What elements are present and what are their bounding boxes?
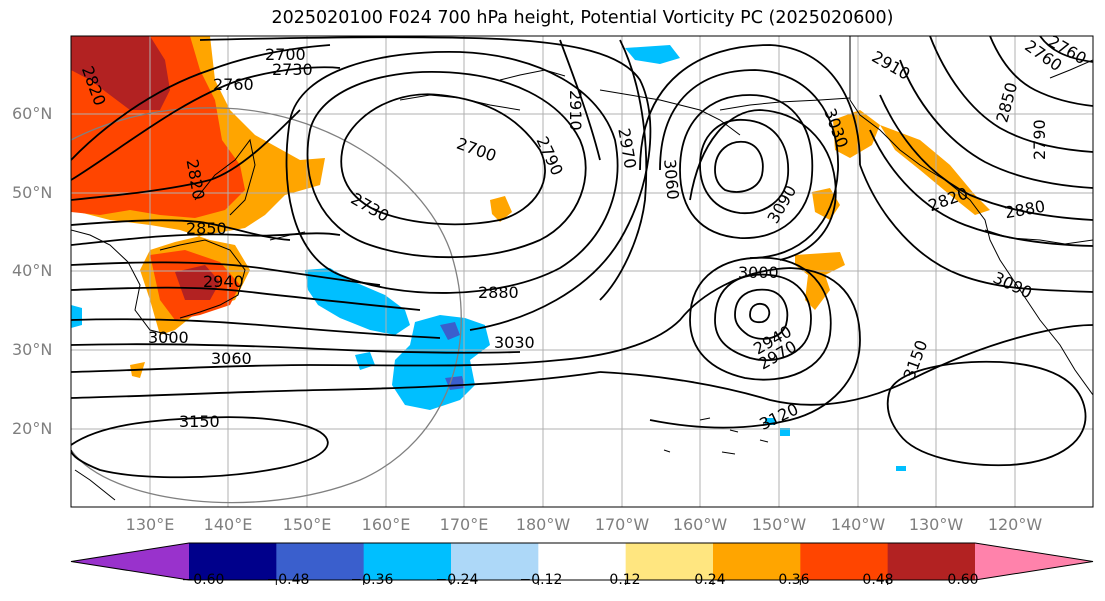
contour-label: 3090 (990, 268, 1035, 302)
contour-label: 3000 (148, 328, 189, 347)
colorbar-segment (189, 543, 277, 580)
colorbar-tick-label: 0.60 (947, 572, 979, 588)
colorbar (70, 542, 1094, 581)
contour-label: 2850 (992, 80, 1021, 124)
height-contours (71, 36, 1093, 479)
colorbar-segment (363, 543, 452, 580)
contour-label: 3030 (494, 333, 535, 352)
colorbar-outline (70, 542, 1094, 581)
contour-label: 3030 (820, 106, 852, 151)
contour-label: 2910 (566, 90, 585, 131)
colorbar-segment (625, 543, 714, 580)
contour-label: 2880 (478, 283, 519, 302)
longitude-label: 180°W (515, 515, 571, 534)
colorbar-segment (713, 543, 801, 580)
contour-label: 2820 (926, 184, 971, 216)
contour-label: 2730 (272, 60, 313, 79)
contour-label: 2880 (1003, 197, 1046, 223)
graticule (71, 36, 1093, 507)
contour-label: 3090 (764, 182, 801, 227)
colorbar-tick-label: −0.12 (519, 572, 563, 588)
pv-positive-region (71, 36, 170, 110)
colorbar-extension-high (975, 543, 1093, 580)
latitude-label: 40°N (12, 261, 53, 280)
longitude-label: 140°E (203, 515, 253, 534)
colorbar-tick-label: 0.24 (694, 572, 726, 588)
latitude-label: 20°N (12, 419, 53, 438)
map-title: 2025020100 F024 700 hPa height, Potentia… (271, 8, 894, 28)
colorbar-segment (887, 543, 976, 580)
colorbar-segment (276, 543, 365, 580)
colorbar-tick-label: −0.48 (266, 572, 310, 588)
contour-label: 2760 (213, 75, 254, 94)
longitude-label: 130°W (908, 515, 964, 534)
colorbar-segment (451, 543, 539, 580)
longitude-label: 170°E (439, 515, 489, 534)
pv-negative-region (355, 352, 375, 370)
range-ring (71, 107, 462, 504)
pv-negative-region (780, 428, 790, 436)
latitude-label: 50°N (12, 183, 53, 202)
pv-negative-region (896, 466, 906, 471)
contour-label: 3000 (738, 263, 779, 282)
pv-negative-region (440, 322, 460, 340)
longitude-label: 130°E (125, 515, 175, 534)
pv-negative-region (305, 268, 410, 335)
contour-label: 3060 (211, 349, 252, 368)
contour-label: 2790 (532, 133, 566, 178)
contour-label: 2790 (1030, 119, 1049, 160)
colorbar-segment (800, 543, 889, 580)
longitude-label: 140°W (830, 515, 886, 534)
longitude-label: 170°W (594, 515, 650, 534)
colorbar-tick-label: −0.36 (350, 572, 394, 588)
colorbar-tick-label: 0.48 (862, 572, 894, 588)
colorbar-tick-label: 0.36 (778, 572, 810, 588)
pv-negative-region (445, 376, 465, 390)
pv-positive-region (175, 265, 220, 300)
contour-label: 3150 (900, 338, 932, 383)
contour-label: 3060 (660, 158, 682, 200)
pv-positive-region (490, 196, 512, 222)
colorbar-tick-label: −0.24 (435, 572, 479, 588)
longitude-label: 150°W (751, 515, 807, 534)
longitude-label: 120°W (987, 515, 1043, 534)
contour-label: 2700 (454, 134, 499, 166)
colorbar-tick-label: 0.12 (609, 572, 641, 588)
pv-negative-region (71, 305, 82, 328)
pv-positive-region (833, 110, 880, 158)
latitude-label: 60°N (12, 104, 53, 123)
pv-shading (71, 36, 990, 471)
pv-negative-region (625, 45, 680, 64)
coastlines (71, 36, 1093, 501)
longitude-label: 150°E (282, 515, 332, 534)
contour-label: 2910 (869, 47, 914, 84)
pv-positive-region (795, 252, 845, 310)
contour-label: 2700 (265, 45, 306, 64)
contour-label: 2850 (186, 219, 227, 238)
longitude-label: 160°W (672, 515, 728, 534)
contour-label: 3150 (179, 412, 220, 431)
colorbar-tick-label: −0.60 (181, 572, 225, 588)
colorbar-ticks (275, 580, 889, 585)
colorbar-extension-low (71, 543, 189, 580)
contour-label: 2940 (203, 272, 244, 291)
map-frame (70, 35, 1094, 508)
latitude-label: 30°N (12, 340, 53, 359)
longitude-label: 160°E (361, 515, 411, 534)
colorbar-segment (538, 543, 627, 580)
